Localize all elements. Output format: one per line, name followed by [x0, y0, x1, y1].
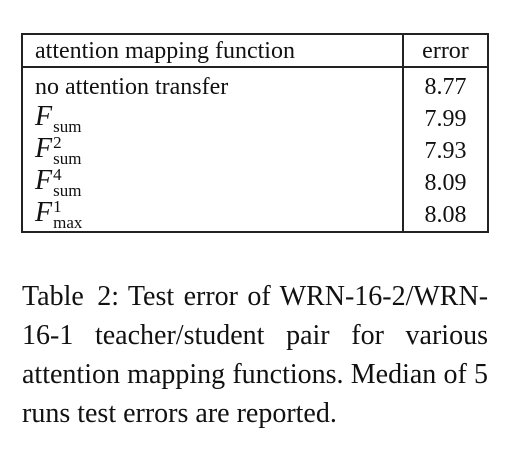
header-attention-mapping-function: attention mapping function	[22, 34, 404, 67]
results-table-container: attention mapping function error no atte…	[21, 33, 489, 233]
row-error-cell: 8.08	[424, 202, 467, 228]
row-error-cell: 8.09	[424, 170, 467, 196]
math-base: F	[35, 101, 53, 133]
math-base: F	[35, 133, 53, 165]
table-row: F 1 max 8.08	[22, 197, 488, 232]
math-subscript: sum	[53, 117, 82, 136]
row-function-cell: F 2 sum	[22, 133, 404, 168]
math-superscript: 1	[53, 197, 62, 216]
math-base: F	[35, 197, 53, 229]
table-header-row: attention mapping function error	[22, 34, 488, 67]
table-row: no attention transfer 8.77	[22, 67, 488, 103]
table-row: F 4 sum 8.09	[22, 165, 488, 200]
math-subscript: sum	[53, 181, 82, 200]
row-error-cell: 7.99	[424, 106, 467, 132]
function-math: F 4 sum	[35, 165, 82, 200]
row-function-cell: F 4 sum	[22, 165, 404, 200]
math-superscript: 4	[53, 165, 62, 184]
math-subscript: max	[53, 213, 83, 232]
caption-label: Table 2:	[22, 281, 119, 312]
header-error: error	[422, 37, 469, 64]
results-table: attention mapping function error no atte…	[21, 33, 489, 233]
table-caption: Table 2: Test error of WRN-16-2/WRN-16-1…	[22, 277, 488, 433]
row-function-cell: no attention transfer	[22, 67, 404, 103]
table-row: F 2 sum 7.93	[22, 133, 488, 168]
function-math: F 1 max	[35, 197, 83, 232]
row-error-cell: 8.77	[424, 74, 467, 100]
row-function-cell: F 1 max	[22, 197, 404, 232]
row-error-cell: 7.93	[424, 138, 467, 164]
function-math: F 2 sum	[35, 133, 82, 168]
math-superscript: 2	[53, 133, 62, 152]
caption-text: Test error of WRN-16-2/WRN-16-1 teacher/…	[22, 281, 489, 429]
math-base: F	[35, 165, 53, 197]
function-text: no attention transfer	[35, 74, 229, 100]
math-subscript: sum	[53, 149, 82, 168]
